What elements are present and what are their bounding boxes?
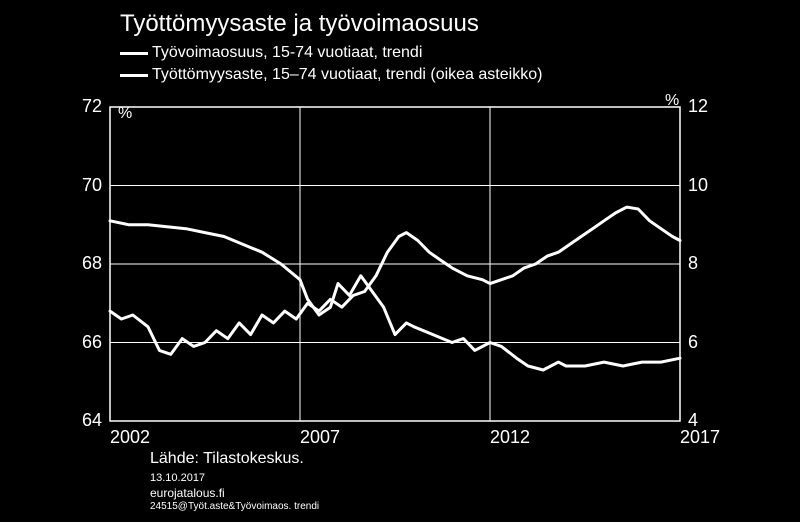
- x-tick: 2007: [300, 427, 340, 448]
- x-tick: 2012: [490, 427, 530, 448]
- source-label: Lähde: Tilastokeskus.: [150, 450, 304, 468]
- date-label: 13.10.2017: [150, 472, 205, 484]
- y-left-tick: 70: [82, 175, 102, 196]
- x-tick: 2017: [680, 427, 720, 448]
- chart-container: Työttömyysaste ja työvoimaosuus Työvoima…: [0, 0, 800, 522]
- y-left-tick: 68: [82, 253, 102, 274]
- y-left-tick: 72: [82, 96, 102, 117]
- site-label: eurojatalous.fi: [150, 486, 225, 500]
- code-label: 24515@Työt.aste&Työvoimaos. trendi: [150, 501, 319, 512]
- grid-lines: [110, 107, 680, 421]
- data-series: [110, 207, 680, 370]
- y-right-tick: 12: [688, 96, 708, 117]
- y-left-unit: %: [118, 105, 132, 123]
- y-right-tick: 8: [688, 253, 698, 274]
- y-left-tick: 66: [82, 332, 102, 353]
- y-right-unit: %: [665, 92, 679, 110]
- y-left-tick: 64: [82, 410, 102, 431]
- y-right-tick: 10: [688, 175, 708, 196]
- y-right-tick: 6: [688, 332, 698, 353]
- x-tick: 2002: [110, 427, 150, 448]
